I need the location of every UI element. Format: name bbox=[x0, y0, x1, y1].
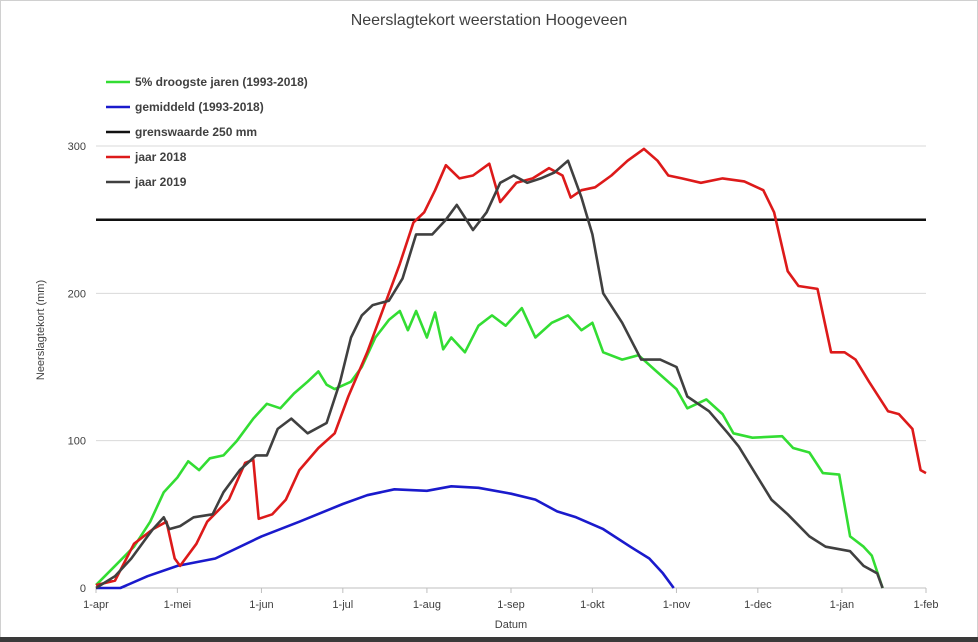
legend-label: 5% droogste jaren (1993-2018) bbox=[135, 75, 308, 89]
series-line-0 bbox=[95, 306, 884, 589]
x-tick-label: 1-jul bbox=[332, 599, 353, 611]
x-tick-label: 1-okt bbox=[580, 599, 604, 611]
y-tick-label: 300 bbox=[68, 141, 86, 153]
axes bbox=[95, 587, 927, 593]
x-tick-label: 1-dec bbox=[744, 599, 772, 611]
x-tick-label: 1-jan bbox=[830, 599, 854, 611]
y-tick-label: 100 bbox=[68, 436, 86, 448]
tick-labels: 0 100 200 300 1-apr 1-mei 1-jun 1-jul 1-aug 1-sep… bbox=[68, 141, 939, 611]
y-tick-label: 0 bbox=[80, 583, 86, 595]
x-tick-label: 1-nov bbox=[663, 599, 691, 611]
x-tick-label: 1-jun bbox=[249, 599, 273, 611]
legend-label: jaar 2019 bbox=[134, 175, 187, 189]
legend-label: jaar 2018 bbox=[134, 150, 187, 164]
x-tick-label: 1-aug bbox=[413, 599, 441, 611]
legend-label: gemiddeld (1993-2018) bbox=[135, 100, 264, 114]
series-lines bbox=[95, 147, 927, 590]
series-line-1 bbox=[96, 484, 675, 590]
chart-title: Neerslagtekort weerstation Hoogeveen bbox=[350, 12, 628, 29]
series-line-4 bbox=[95, 159, 884, 590]
y-tick-label: 200 bbox=[68, 288, 86, 300]
x-tick-label: 1-mei bbox=[164, 599, 192, 611]
x-axis-label: Datum bbox=[495, 619, 527, 631]
x-tick-label: 1-sep bbox=[497, 599, 525, 611]
legend: 5% droogste jaren (1993-2018) gemiddeld (… bbox=[106, 75, 308, 189]
x-tick-label: 1-feb bbox=[913, 599, 938, 611]
legend-label: grenswaarde 250 mm bbox=[135, 125, 257, 139]
y-axis-label: Neerslagtekort (mm) bbox=[35, 280, 47, 380]
x-tick-label: 1-apr bbox=[83, 599, 109, 611]
window-edge bbox=[0, 637, 978, 642]
series-line-3 bbox=[95, 147, 927, 587]
